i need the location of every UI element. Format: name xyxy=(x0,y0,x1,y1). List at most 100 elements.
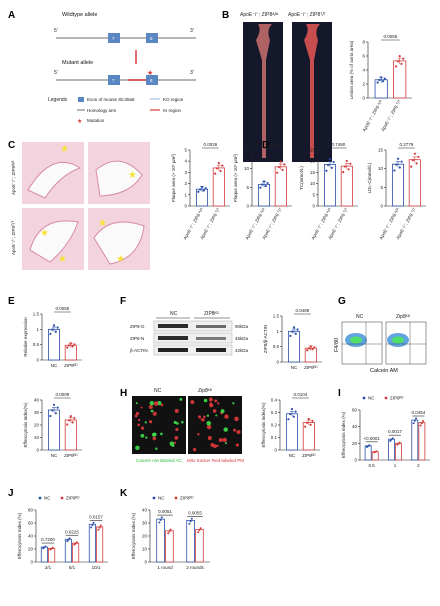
fluor-cells xyxy=(134,397,241,452)
chart-e: 0 0.5 1 1.5 NC ZIP8ᴷᴰ 0.0055 Relative expressio… xyxy=(23,306,82,368)
legend-label: ZIP8ᴷᴰ xyxy=(180,496,193,501)
data-point xyxy=(54,412,57,415)
y-tick-label: 5 xyxy=(380,185,383,190)
data-point xyxy=(413,152,416,155)
y-tick-label: 80 xyxy=(28,508,34,513)
y-axis-label: Plaque area (× 10⁵ μm²) xyxy=(233,153,238,202)
data-point xyxy=(296,328,299,331)
plaque-marker-star-icon: ★ xyxy=(128,170,137,181)
data-point xyxy=(368,444,371,447)
data-point xyxy=(396,60,399,63)
data-point xyxy=(311,419,314,422)
plaque-marker-star-icon: ★ xyxy=(116,254,125,265)
green-cell xyxy=(145,436,148,439)
red-cell xyxy=(203,415,206,419)
bar xyxy=(388,438,395,461)
data-point xyxy=(160,516,163,519)
red-cell xyxy=(197,432,200,436)
blot-band-zip8g-label: ZIP8-G xyxy=(130,324,145,329)
green-cell xyxy=(135,445,140,451)
red-cell xyxy=(208,397,213,402)
data-point xyxy=(375,450,378,453)
x-tick-label: ZIP8ᴷᴰ xyxy=(64,363,77,368)
chart-h: 0 0.1 0.2 0.3 0.4 NC ZIP8ᴷᴰ 0.0104 Efferocytosis… xyxy=(261,392,320,458)
data-point xyxy=(396,157,400,160)
data-point xyxy=(168,530,171,533)
red-cell xyxy=(174,408,179,414)
y-tick-label: 10 xyxy=(142,547,148,552)
red-cell xyxy=(217,402,220,405)
y-tick-label: 1 xyxy=(36,327,39,332)
y-tick-label: 10 xyxy=(244,166,250,171)
aorta-title-right: ApoE⁻/⁻; ZIP8ᵀ/ᵀ xyxy=(288,12,327,18)
red-cell xyxy=(198,415,202,419)
legend-ki-text: KI region xyxy=(163,108,182,113)
y-tick-label: 15 xyxy=(378,148,384,153)
flow-cluster-nc-core xyxy=(350,336,362,344)
legend-marker xyxy=(38,496,42,500)
y-axis-label: Relative expression xyxy=(23,317,28,357)
p-value: 0.0055 xyxy=(56,306,70,311)
red-cell xyxy=(216,444,219,447)
data-point xyxy=(44,545,47,548)
x-tick-label: 10/1 xyxy=(92,565,101,570)
band-actin-kd xyxy=(196,348,226,352)
mutation-star-icon: ★ xyxy=(147,69,153,77)
data-point xyxy=(188,522,191,525)
panel-h-images: H NC Zip8ᴷᴰ Calcein AM labeled AC; Mito … xyxy=(120,388,244,463)
data-point xyxy=(197,531,200,534)
y-tick-label: 0.5 xyxy=(33,342,40,347)
legend-exon-text: Exon of mouse Slc39a8 xyxy=(87,97,135,102)
chart-j: 0 20 40 60 80 0.7200 2/1 0.0225 5/1 0.0157 10/1 NC Z… xyxy=(17,496,108,570)
data-point xyxy=(291,330,294,333)
data-point xyxy=(198,529,201,532)
red-cell xyxy=(152,411,157,416)
bar xyxy=(418,422,426,461)
data-point xyxy=(219,169,222,173)
y-tick-label: 6 xyxy=(362,54,365,59)
y-tick-label: 5 xyxy=(312,192,315,197)
red-cell xyxy=(190,400,195,405)
y-tick-label: 25 xyxy=(310,148,316,153)
data-point xyxy=(69,415,72,418)
data-point xyxy=(398,441,401,444)
red-cell xyxy=(137,423,140,427)
data-point xyxy=(347,168,350,171)
y-tick-label: 0 xyxy=(276,360,279,365)
y-axis-label: Efferocytosis Index (%) xyxy=(17,512,22,559)
data-point xyxy=(167,532,170,535)
data-point xyxy=(422,420,425,422)
y-axis-label: Plaque area (× 10⁵ μm²) xyxy=(171,153,176,202)
blot-lane-kd: ZIP8ᴷᴰ xyxy=(204,311,220,317)
red-cell xyxy=(140,406,143,409)
panel-d-label: D xyxy=(262,140,269,151)
lumen-tt-2 xyxy=(93,221,145,265)
data-point xyxy=(420,422,423,425)
red-cell xyxy=(207,436,212,441)
panel-c-images: C ApoE⁻/⁻; ZIP8ᴬ/ᴬ ApoE⁻/⁻; ZIP8ᵀ/ᵀ ★ ★ … xyxy=(8,140,150,270)
data-point xyxy=(169,528,172,531)
y-tick-label: 5 xyxy=(184,148,187,153)
data-point xyxy=(281,168,284,172)
y-tick-label: 0 xyxy=(246,204,249,209)
data-point xyxy=(343,165,347,168)
green-cell xyxy=(181,420,184,424)
blot-strip-actin xyxy=(153,344,233,356)
y-tick-label: 0.2 xyxy=(271,423,278,428)
data-point xyxy=(342,171,345,174)
panel-e-label: E xyxy=(8,296,15,307)
green-cell xyxy=(149,400,155,406)
wt-three-prime: 3' xyxy=(190,28,194,34)
data-point xyxy=(97,528,100,531)
data-point xyxy=(328,158,332,161)
band-zip8g-nc xyxy=(158,324,188,328)
green-cell xyxy=(223,427,229,432)
x-tick-label: NC xyxy=(51,453,58,458)
data-point xyxy=(390,438,393,441)
p-value: 0.0225 xyxy=(65,529,79,534)
data-point xyxy=(290,407,294,411)
y-tick-label: 0.5 xyxy=(273,344,280,349)
panel-b: B ApoE⁻/⁻; ZIP8ᴬ/ᴬ ApoE⁻/⁻; ZIP8ᵀ/ᵀ xyxy=(222,10,332,162)
blot-band-actin-label: β-ACTIN xyxy=(130,348,148,353)
